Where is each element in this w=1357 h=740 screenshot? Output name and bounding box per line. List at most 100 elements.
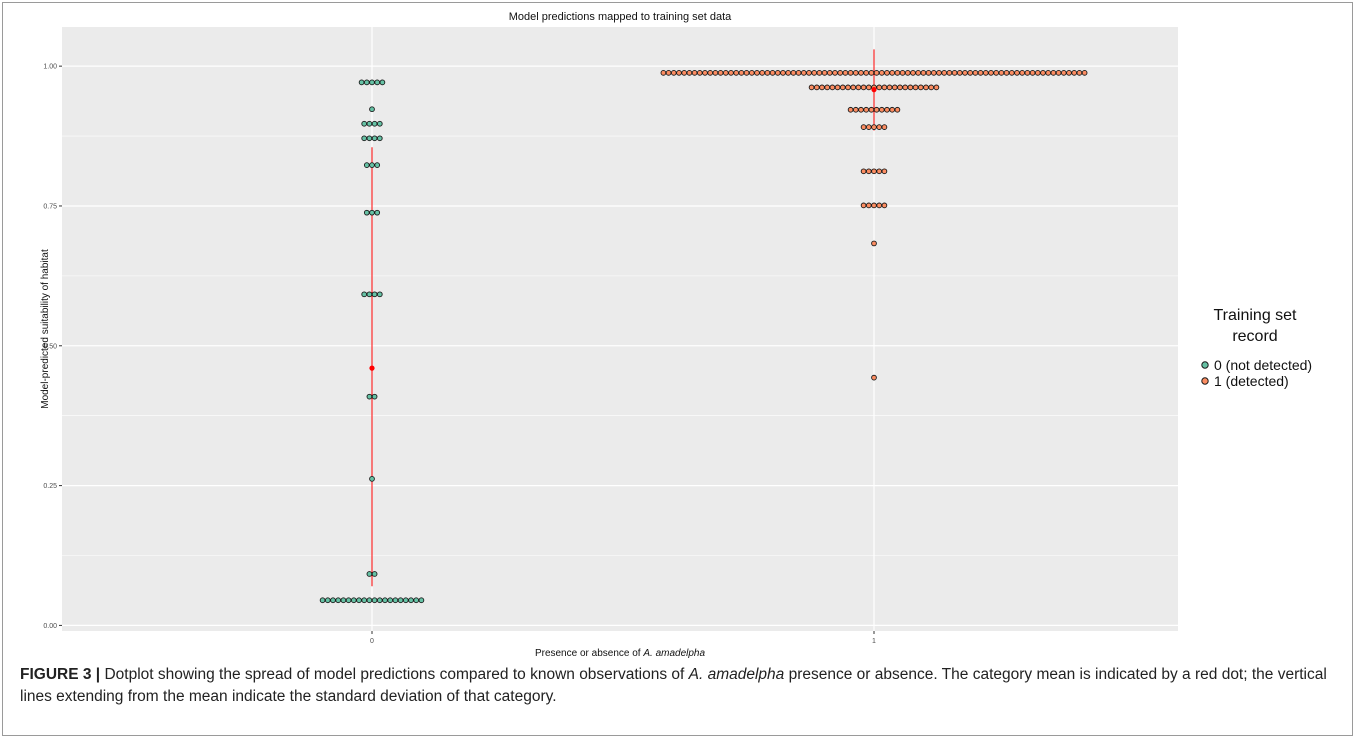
data-dot	[1071, 70, 1078, 76]
data-dot	[993, 70, 1000, 76]
data-dot	[860, 124, 867, 130]
caption-text-1: Dotplot showing the spread of model pred…	[100, 666, 689, 683]
data-dot	[676, 70, 682, 76]
y-tick-label: 0.25	[43, 483, 57, 490]
plot-panel	[62, 27, 1178, 631]
data-dot	[962, 70, 968, 76]
data-dot	[366, 571, 373, 577]
data-dot	[774, 70, 781, 76]
y-tick-label: 1.00	[43, 64, 57, 71]
data-dot	[764, 70, 771, 76]
data-dot	[834, 84, 841, 91]
data-dot	[873, 106, 880, 113]
data-dot	[722, 70, 729, 76]
data-dot	[829, 84, 836, 91]
data-dot	[806, 70, 812, 76]
data-dot	[876, 168, 883, 175]
data-dot	[371, 291, 378, 298]
data-dot	[769, 70, 776, 76]
data-dot	[361, 135, 368, 142]
legend: Training set record 0 (not detected) 1 (…	[1201, 307, 1312, 389]
data-dot	[1066, 70, 1072, 76]
figure-caption: FIGURE 3 | Dotplot showing the spread of…	[20, 664, 1340, 708]
data-dot	[363, 79, 370, 86]
data-dot	[816, 70, 823, 76]
data-dot	[860, 202, 867, 209]
data-dot	[865, 202, 872, 209]
data-dot	[785, 70, 792, 76]
data-dot	[665, 70, 672, 76]
data-dot	[712, 70, 719, 76]
data-dot	[842, 70, 849, 76]
data-dot	[392, 597, 399, 604]
data-dot	[860, 168, 867, 175]
data-dot	[397, 597, 404, 604]
data-dot	[860, 84, 867, 91]
data-dot	[941, 70, 948, 76]
data-dot	[876, 202, 883, 209]
data-dot	[366, 135, 373, 142]
legend-key-absent	[1201, 361, 1209, 369]
data-dot	[917, 84, 924, 91]
data-dot	[369, 476, 375, 482]
data-dot	[1019, 70, 1026, 76]
data-dot	[889, 70, 896, 76]
data-dot	[868, 70, 875, 76]
data-dot	[324, 597, 331, 604]
data-dot	[858, 106, 864, 113]
data-dot	[363, 162, 370, 168]
data-dot	[686, 70, 693, 76]
caption-text-2: presence or absence. The category mean i…	[20, 666, 1327, 705]
data-dot	[813, 84, 820, 91]
data-dot	[1034, 70, 1041, 76]
y-tick-label: 0.75	[43, 203, 57, 210]
data-dot	[402, 597, 409, 604]
legend-key-present	[1201, 377, 1209, 385]
data-dot	[904, 70, 911, 76]
data-dot	[858, 70, 864, 76]
data-dot	[837, 70, 844, 76]
data-dot	[876, 84, 883, 91]
x-tick-label: 0	[370, 638, 374, 645]
y-axis-ticks: 0.00 0.25 0.50 0.75 1.00	[43, 64, 62, 630]
data-dot	[376, 135, 383, 142]
data-dot	[371, 393, 378, 400]
data-dot	[936, 70, 942, 76]
data-dot	[933, 84, 940, 91]
legend-title-line1: Training set	[1214, 307, 1298, 324]
data-dot	[832, 70, 838, 76]
mean-dot	[369, 365, 375, 371]
data-dot	[899, 70, 906, 76]
data-dot	[811, 70, 818, 76]
data-dot	[387, 597, 394, 604]
legend-label-absent: 0 (not detected)	[1214, 357, 1312, 373]
data-dot	[754, 70, 760, 76]
data-dot	[350, 597, 357, 604]
data-dot	[738, 70, 745, 76]
data-dot	[977, 70, 984, 76]
data-dot	[369, 106, 375, 113]
data-dot	[912, 84, 919, 91]
data-dot	[852, 70, 859, 76]
data-dot	[928, 84, 935, 91]
data-dot	[925, 70, 932, 76]
data-dot	[850, 84, 857, 91]
data-dot	[855, 84, 862, 91]
data-dot	[369, 162, 375, 168]
data-dot	[852, 106, 859, 113]
data-dot	[881, 124, 888, 130]
data-dot	[886, 84, 893, 91]
data-dot	[376, 291, 383, 298]
data-dot	[366, 597, 373, 604]
data-dot	[881, 168, 888, 175]
data-dot	[691, 70, 698, 76]
x-axis-label-species: A. amadelpha	[642, 648, 705, 659]
caption-label: FIGURE 3 |	[20, 666, 101, 683]
data-dot	[361, 291, 368, 298]
data-dot	[369, 79, 375, 86]
data-dot	[366, 120, 373, 127]
data-dot	[1055, 70, 1062, 76]
data-dot	[884, 106, 890, 113]
